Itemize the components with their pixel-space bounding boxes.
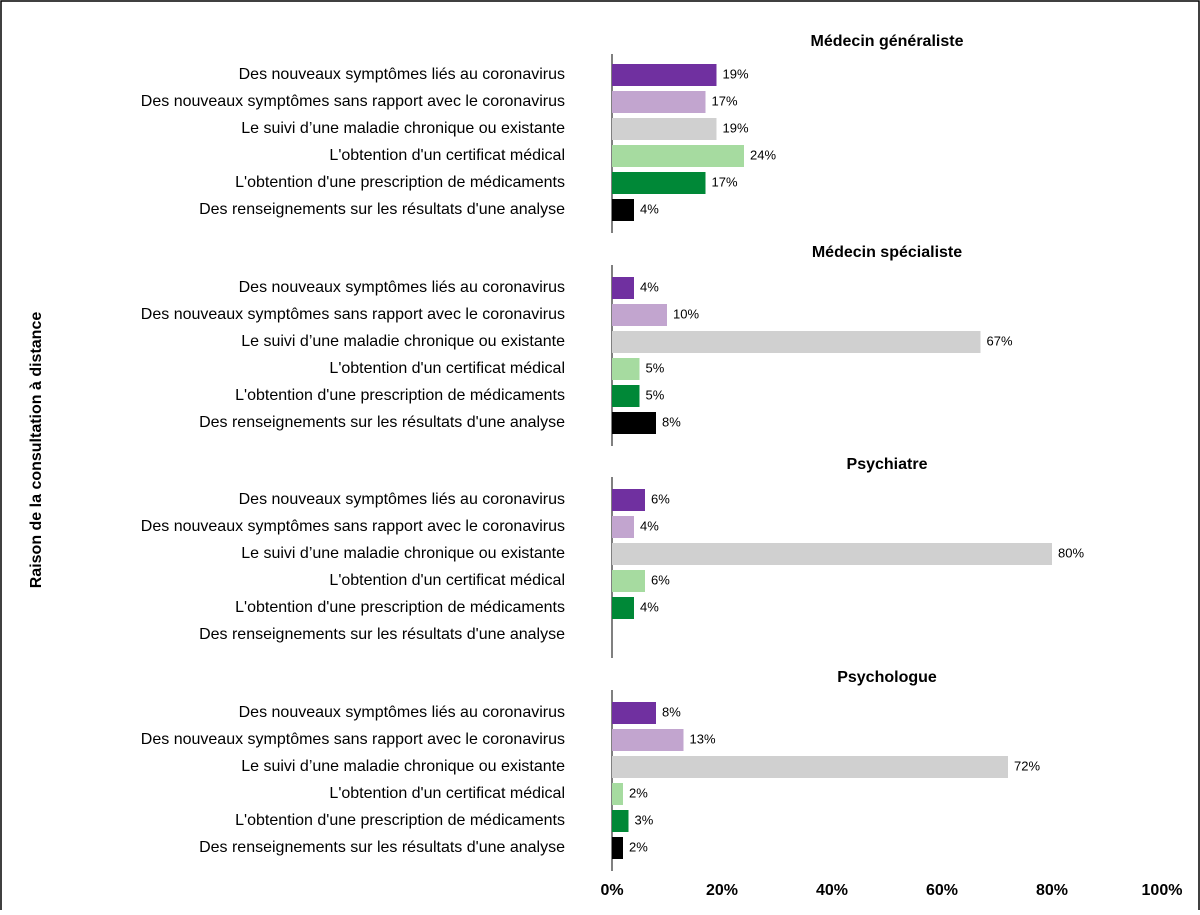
value-label: 10%	[673, 306, 699, 321]
value-label: 8%	[662, 414, 681, 429]
bar	[612, 358, 640, 380]
value-label: 8%	[662, 704, 681, 719]
bar	[612, 385, 640, 407]
panel-title: Médecin spécialiste	[812, 244, 962, 261]
category-label: L'obtention d'une prescription de médica…	[235, 599, 565, 616]
bar	[612, 277, 634, 299]
bar	[612, 570, 645, 592]
category-label: Des nouveaux symptômes sans rapport avec…	[141, 518, 565, 535]
value-label: 6%	[651, 491, 670, 506]
x-tick-label: 60%	[926, 882, 958, 899]
category-label: Des nouveaux symptômes liés au coronavir…	[239, 279, 565, 296]
bar	[612, 199, 634, 221]
category-label: Des nouveaux symptômes sans rapport avec…	[141, 306, 565, 323]
panel-title: Psychologue	[837, 669, 937, 686]
value-label: 2%	[629, 839, 648, 854]
category-label: Le suivi d’une maladie chronique ou exis…	[241, 120, 565, 137]
bar	[612, 331, 981, 353]
value-label: 19%	[723, 120, 749, 135]
category-label: Des renseignements sur les résultats d'u…	[199, 626, 565, 643]
category-label: Le suivi d’une maladie chronique ou exis…	[241, 333, 565, 350]
value-label: 5%	[646, 360, 665, 375]
value-label: 4%	[640, 599, 659, 614]
value-label: 17%	[712, 93, 738, 108]
value-label: 13%	[690, 731, 716, 746]
bar	[612, 145, 744, 167]
value-label: 3%	[635, 812, 654, 827]
bar	[612, 783, 623, 805]
bar	[612, 304, 667, 326]
category-label: L'obtention d'un certificat médical	[329, 360, 565, 377]
value-label: 4%	[640, 279, 659, 294]
value-label: 2%	[629, 785, 648, 800]
category-label: L'obtention d'un certificat médical	[329, 785, 565, 802]
bar	[612, 810, 629, 832]
bar	[612, 64, 717, 86]
bar	[612, 489, 645, 511]
category-label: Des nouveaux symptômes liés au coronavir…	[239, 704, 565, 721]
category-label: Des renseignements sur les résultats d'u…	[199, 414, 565, 431]
bar	[612, 91, 706, 113]
x-tick-label: 40%	[816, 882, 848, 899]
bar	[612, 597, 634, 619]
value-label: 17%	[712, 174, 738, 189]
x-tick-label: 100%	[1142, 882, 1183, 899]
y-axis-title: Raison de la consultation à distance	[28, 312, 45, 589]
category-label: L'obtention d'un certificat médical	[329, 147, 565, 164]
category-label: Le suivi d’une maladie chronique ou exis…	[241, 545, 565, 562]
panel-title: Médecin généraliste	[811, 33, 964, 50]
category-label: L'obtention d'une prescription de médica…	[235, 812, 565, 829]
category-label: Des nouveaux symptômes liés au coronavir…	[239, 66, 565, 83]
category-label: Des renseignements sur les résultats d'u…	[199, 839, 565, 856]
category-label: L'obtention d'une prescription de médica…	[235, 387, 565, 404]
category-label: Des nouveaux symptômes liés au coronavir…	[239, 491, 565, 508]
value-label: 6%	[651, 572, 670, 587]
category-label: L'obtention d'une prescription de médica…	[235, 174, 565, 191]
value-label: 67%	[987, 333, 1013, 348]
x-tick-label: 80%	[1036, 882, 1068, 899]
bar	[612, 837, 623, 859]
category-label: Le suivi d’une maladie chronique ou exis…	[241, 758, 565, 775]
bar	[612, 756, 1008, 778]
category-label: Des renseignements sur les résultats d'u…	[199, 201, 565, 218]
value-label: 80%	[1058, 545, 1084, 560]
category-label: L'obtention d'un certificat médical	[329, 572, 565, 589]
value-label: 4%	[640, 518, 659, 533]
bar	[612, 412, 656, 434]
bar	[612, 118, 717, 140]
bar	[612, 702, 656, 724]
value-label: 24%	[750, 147, 776, 162]
value-label: 19%	[723, 66, 749, 81]
value-label: 72%	[1014, 758, 1040, 773]
bar	[612, 729, 684, 751]
bar	[612, 516, 634, 538]
category-label: Des nouveaux symptômes sans rapport avec…	[141, 731, 565, 748]
x-tick-label: 20%	[706, 882, 738, 899]
panel-title: Psychiatre	[847, 456, 928, 473]
category-label: Des nouveaux symptômes sans rapport avec…	[141, 93, 565, 110]
bar	[612, 172, 706, 194]
value-label: 4%	[640, 201, 659, 216]
value-label: 5%	[646, 387, 665, 402]
x-tick-label: 0%	[600, 882, 623, 899]
bar	[612, 543, 1052, 565]
